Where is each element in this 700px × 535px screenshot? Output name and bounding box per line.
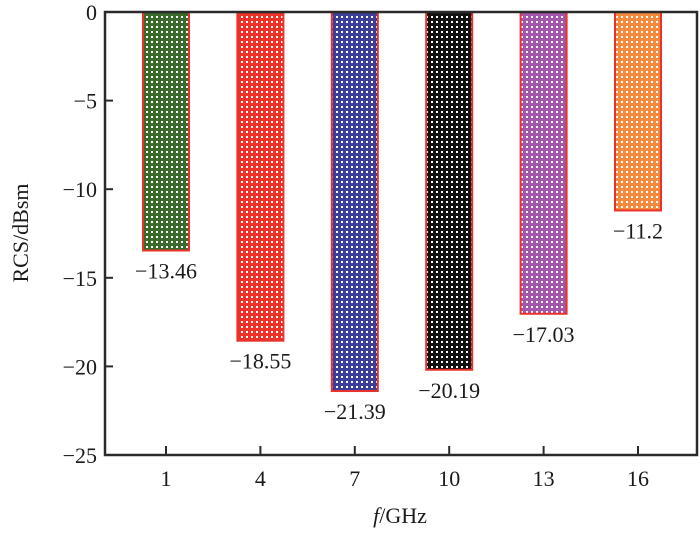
- value-label: −13.46: [135, 259, 197, 284]
- y-tick-label: −5: [74, 89, 97, 114]
- y-axis-label: RCS/dBsm: [8, 183, 33, 282]
- x-tick-label: 10: [438, 466, 460, 491]
- y-tick-label: −10: [63, 177, 97, 202]
- bars: [142, 11, 662, 393]
- value-label: −17.03: [513, 322, 575, 347]
- bar-4: [236, 11, 285, 342]
- value-label: −11.2: [613, 218, 663, 243]
- plot-frame: [103, 10, 699, 457]
- y-tick-label: −15: [63, 266, 97, 291]
- x-axis-label-italic: f: [373, 503, 382, 528]
- y-tick-label: 0: [86, 0, 97, 25]
- value-labels: −13.46 −18.55 −21.39 −20.19 −17.03 −11.2: [135, 218, 663, 424]
- bar-10: [425, 11, 474, 371]
- y-tick-label: −25: [63, 443, 97, 468]
- bar-16: [614, 11, 662, 212]
- x-tick-label: 1: [161, 466, 172, 491]
- y-axis-ticks: 0 −5 −10 −15 −20 −25: [63, 0, 113, 468]
- value-label: −20.19: [418, 378, 480, 403]
- x-tick-label: 13: [533, 466, 555, 491]
- x-axis-ticks: 1 4 7 10 13 16: [161, 446, 649, 491]
- bar-13: [519, 11, 568, 315]
- bar-7: [330, 11, 379, 393]
- value-label: −21.39: [324, 399, 386, 424]
- x-tick-label: 7: [349, 466, 360, 491]
- value-label: −18.55: [229, 349, 291, 374]
- y-tick-label: −20: [63, 354, 97, 379]
- x-axis-label: f/GHz: [373, 503, 427, 528]
- x-axis-label-unit: /GHz: [379, 503, 427, 528]
- x-tick-label: 16: [627, 466, 649, 491]
- bar-1: [142, 11, 190, 252]
- x-tick-label: 4: [255, 466, 266, 491]
